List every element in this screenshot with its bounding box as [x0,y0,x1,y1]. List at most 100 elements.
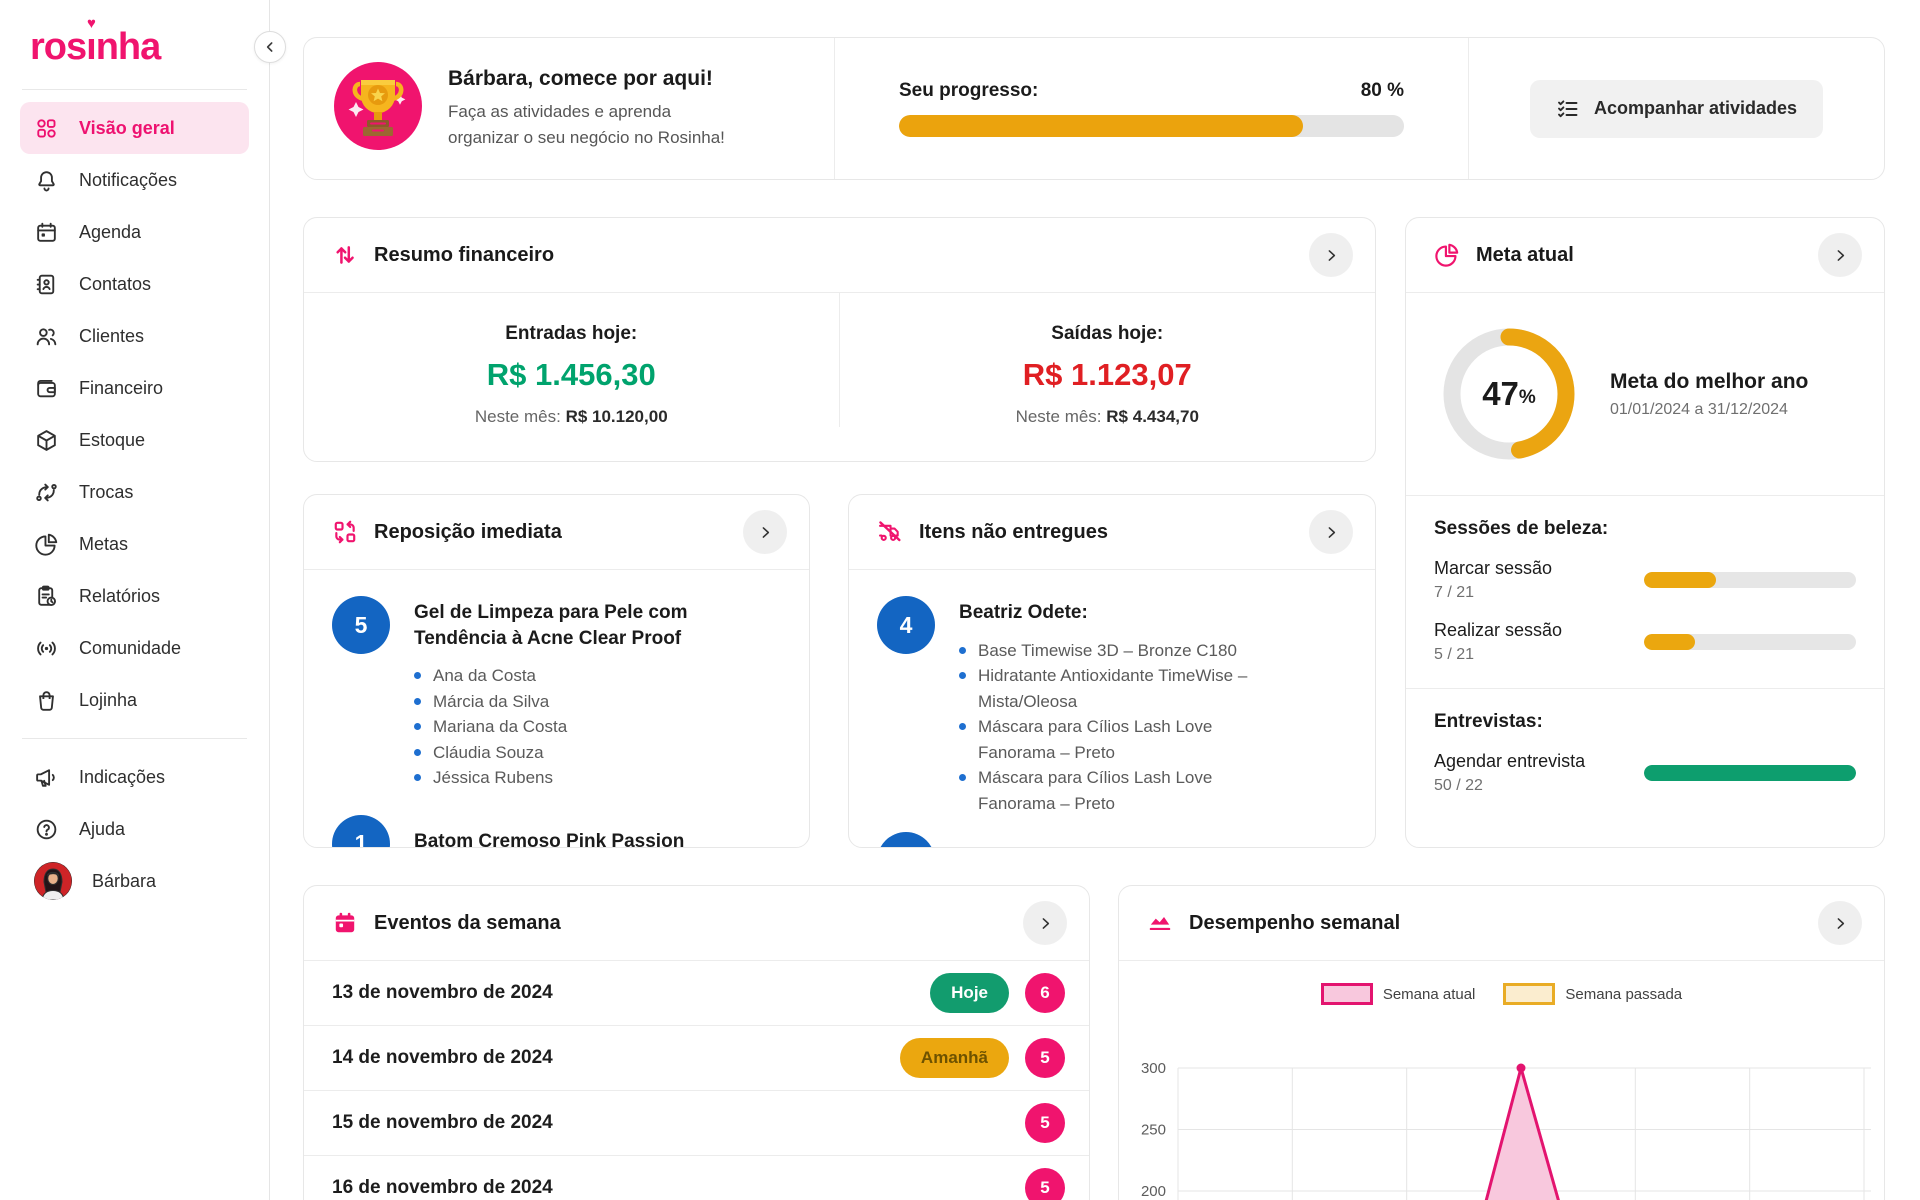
legend-swatch-current [1320,983,1373,1005]
undelivered-count-badge [877,832,935,847]
sidebar-item-lojinha[interactable]: Lojinha [20,674,249,726]
goal-row: Marcar sessão 7 / 21 [1434,558,1856,602]
progress-label: Seu progresso: [899,80,1039,101]
sidebar-item-relatorios[interactable]: Relatórios [20,570,249,622]
swap-icon [34,480,59,505]
restock-item: 5 Gel de Limpeza para Pele com Tendência… [332,596,781,791]
financial-summary-open-button[interactable] [1309,233,1353,277]
event-row[interactable]: 14 de novembro de 2024 Amanhã 5 [304,1026,1089,1091]
onboarding-banner: Bárbara, comece por aqui! Faça as ativid… [303,37,1885,180]
inflow-month: Neste mês: R$ 10.120,00 [474,407,668,426]
goal-progress-fill [1644,572,1717,588]
current-goal-open-button[interactable] [1818,233,1862,277]
sidebar-item-label: Metas [79,533,129,554]
truck-slash-icon [877,519,903,545]
list-item: Máscara para Cílios Lash Love Fanorama –… [959,714,1289,765]
week-events-card: Eventos da semana 13 de novembro de 2024… [303,885,1090,1200]
sidebar-item-label: Notificações [79,169,178,190]
outflow-column: Saídas hoje: R$ 1.123,07 Neste mês: R$ 4… [840,293,1376,427]
bag-icon [34,688,59,713]
section-title: Entrevistas: [1434,711,1543,732]
sidebar-item-notificacoes[interactable]: Notificações [20,154,249,206]
restock-open-button[interactable] [743,510,787,554]
goal-progress-text: 5 / 21 [1434,646,1475,663]
event-row[interactable]: 15 de novembro de 2024 5 [304,1091,1089,1156]
bullet-dot-icon [414,723,421,731]
card-title: Resumo financeiro [374,243,555,266]
current-goal-card: Meta atual 47% [1405,217,1885,848]
sidebar-item-financeiro[interactable]: Financeiro [20,362,249,414]
sidebar-divider [22,738,247,739]
track-activities-button[interactable]: Acompanhar atividades [1529,79,1824,138]
goal-summary-section: 47% Meta do melhor ano 01/01/2024 a 31/1… [1406,293,1884,496]
sidebar-item-metas[interactable]: Metas [20,518,249,570]
goal-label: Agendar entrevista [1434,751,1586,771]
goal-progress-bar [1644,765,1856,781]
card-title: Itens não entregues [919,520,1108,543]
sidebar-item-label: Indicações [79,766,166,787]
restock-item: 1 Batom Cremoso Pink Passion [332,814,781,848]
outflow-value: R$ 1.123,07 [1022,357,1192,392]
list-item: Márcia da Silva [414,689,726,715]
list-item: Hidratante Antioxidante TimeWise – Mista… [959,663,1289,714]
event-row[interactable]: 13 de novembro de 2024 Hoje 6 [304,961,1089,1026]
banner-progress-section: Seu progresso: 80 % [834,38,1469,179]
sidebar-item-ajuda[interactable]: Ajuda [20,803,249,855]
event-count-badge: 6 [1025,973,1065,1013]
sidebar-item-comunidade[interactable]: Comunidade [20,622,249,674]
undelivered-open-button[interactable] [1309,510,1353,554]
sidebar-item-estoque[interactable]: Estoque [20,414,249,466]
main-content: Bárbara, comece por aqui! Faça as ativid… [270,0,1920,1200]
sidebar-item-indicacoes[interactable]: Indicações [20,751,249,803]
bullet-dot-icon [414,748,421,756]
goal-label: Realizar sessão [1434,620,1563,640]
sidebar-item-agenda[interactable]: Agenda [20,206,249,258]
sidebar-item-label: Comunidade [79,637,182,658]
sidebar-item-label: Lojinha [79,689,138,710]
card-title: Eventos da semana [374,911,561,934]
section-title: Sessões de beleza: [1434,518,1609,539]
beauty-sessions-section: Sessões de beleza: Marcar sessão 7 / 21 … [1406,496,1884,689]
calendar-pink-icon [332,910,358,936]
bullet-dot-icon [414,697,421,705]
card-title: Meta atual [1476,243,1574,266]
sidebar-item-label: Estoque [79,429,146,450]
grid-icon [34,116,59,141]
restock-count-badge: 1 [332,814,390,847]
event-count-badge: 5 [1025,1168,1065,1200]
sidebar-item-clientes[interactable]: Clientes [20,310,249,362]
sidebar-user-name: Bárbara [92,870,157,891]
megaphone-icon [34,765,59,790]
event-row[interactable]: 16 de novembro de 2024 5 [304,1156,1089,1200]
sidebar-item-label: Trocas [79,481,134,502]
client-name: Renata da Silva: [959,832,1106,847]
weekly-performance-open-button[interactable] [1818,901,1862,945]
sidebar-item-label: Ajuda [79,818,126,839]
sidebar-item-label: Contatos [79,273,152,294]
report-icon [34,584,59,609]
list-item: Cláudia Souza [414,740,726,766]
list-item: Base Timewise 3D – Bronze C180 [959,638,1289,664]
sidebar-item-visao-geral[interactable]: Visão geral [20,102,249,154]
inflow-label: Entradas hoje: [505,323,638,344]
product-name: Batom Cremoso Pink Passion [414,830,685,848]
week-events-open-button[interactable] [1023,901,1067,945]
financial-summary-card: Resumo financeiro Entradas hoje: R$ 1.45… [303,217,1376,462]
event-date: 16 de novembro de 2024 [332,1177,553,1198]
chevron-right-icon [1323,524,1340,541]
goal-progress-fill [1644,765,1856,781]
users-icon [34,324,59,349]
calendar-icon [34,220,59,245]
progress-bar-fill [899,115,1303,137]
chevron-right-icon [1832,915,1849,932]
banner-title: Bárbara, comece por aqui! [448,67,713,90]
sidebar-item-trocas[interactable]: Trocas [20,466,249,518]
card-title: Reposição imediata [374,520,562,543]
sidebar-item-contatos[interactable]: Contatos [20,258,249,310]
sidebar-collapse-button[interactable] [254,31,286,63]
sidebar-item-profile[interactable]: Bárbara [20,855,249,907]
rosinha-logo: rosı ♥ nha [30,15,161,68]
event-count-badge: 5 [1025,1103,1065,1143]
svg-text:300: 300 [1141,1060,1166,1077]
checklist-icon [1556,97,1580,121]
